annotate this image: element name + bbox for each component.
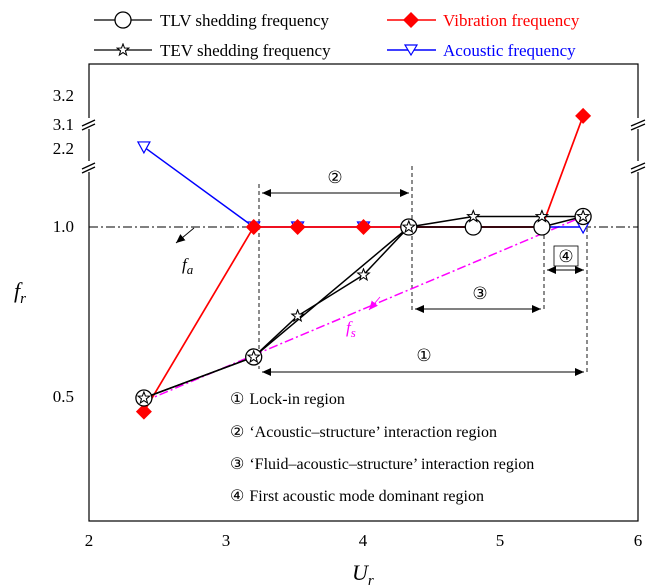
y-axis-label: fr bbox=[14, 278, 26, 307]
region-id-labels: ② ③ ④ ① bbox=[327, 168, 579, 365]
legend-item-tev: TEV shedding frequency bbox=[94, 41, 331, 60]
y-tick-label: 3.2 bbox=[53, 86, 74, 105]
region-3-id: ③ bbox=[472, 284, 487, 303]
series-line-1 bbox=[143, 215, 584, 399]
series-line-3 bbox=[143, 146, 584, 228]
fa-label: fa bbox=[182, 255, 194, 277]
x-tick-label: 6 bbox=[634, 531, 643, 550]
vibration-marker bbox=[289, 219, 306, 235]
x-tick-label: 4 bbox=[359, 531, 368, 550]
region-2-id: ② bbox=[327, 168, 342, 187]
y-tick-labels: 0.5 1.0 2.2 3.1 3.2 bbox=[53, 86, 74, 406]
fit-line-layer bbox=[143, 215, 584, 403]
vibration-marker bbox=[575, 107, 592, 124]
x-tick-labels: 2 3 4 5 6 bbox=[85, 531, 643, 550]
fs-arrow bbox=[368, 296, 381, 311]
fa-arrow bbox=[175, 227, 195, 244]
fit-line-fs bbox=[143, 215, 584, 403]
series-line-0 bbox=[143, 215, 584, 399]
region-4-id: ④ bbox=[558, 247, 573, 266]
region-legend-item-1: ① Lock-in region bbox=[230, 391, 345, 408]
region-guides bbox=[258, 166, 588, 376]
y-tick-label: 2.2 bbox=[53, 139, 74, 158]
x-tick-label: 5 bbox=[496, 531, 505, 550]
axis-break-marks bbox=[80, 118, 648, 174]
acoustic-marker bbox=[136, 141, 151, 155]
y-tick-label: 3.1 bbox=[53, 115, 74, 134]
tlv-marker bbox=[464, 218, 482, 236]
legend-label-tlv: TLV shedding frequency bbox=[160, 11, 330, 30]
region-legend: ① Lock-in region ② ‘Acoustic–structure’ in… bbox=[230, 391, 534, 505]
region-1-id: ① bbox=[416, 346, 431, 365]
x-tick-label: 2 bbox=[85, 531, 94, 550]
tlv-marker bbox=[533, 218, 551, 236]
x-axis-label: Ur bbox=[352, 560, 374, 586]
region-4-id-box bbox=[553, 245, 579, 267]
vibration-marker bbox=[135, 403, 152, 420]
y-tick-label: 0.5 bbox=[53, 387, 74, 406]
plot-frame bbox=[88, 63, 639, 522]
series-layer bbox=[143, 115, 584, 413]
region-legend-item-4: ④ First acoustic mode dominant region bbox=[230, 488, 484, 505]
legend-item-tlv: TLV shedding frequency bbox=[94, 11, 330, 30]
legend-label-vib: Vibration frequency bbox=[443, 11, 580, 30]
vibration-marker bbox=[245, 219, 262, 235]
y-tick-label: 1.0 bbox=[53, 217, 74, 236]
legend-item-vib: Vibration frequency bbox=[387, 11, 580, 30]
legend-label-tev: TEV shedding frequency bbox=[160, 41, 331, 60]
region-legend-item-2: ② ‘Acoustic–structure’ interaction region bbox=[230, 424, 497, 441]
series-line-2 bbox=[143, 115, 584, 413]
marker-layer bbox=[135, 107, 592, 420]
region-legend-item-3: ③ ‘Fluid–acoustic–structure’ interaction … bbox=[230, 456, 534, 473]
legend-label-aco: Acoustic frequency bbox=[443, 41, 576, 60]
x-tick-label: 3 bbox=[222, 531, 231, 550]
vibration-marker bbox=[355, 219, 372, 235]
legend-item-aco: Acoustic frequency bbox=[387, 41, 576, 60]
legend: TLV shedding frequency TEV shedding freq… bbox=[94, 11, 580, 60]
fs-label: fs bbox=[346, 318, 356, 340]
